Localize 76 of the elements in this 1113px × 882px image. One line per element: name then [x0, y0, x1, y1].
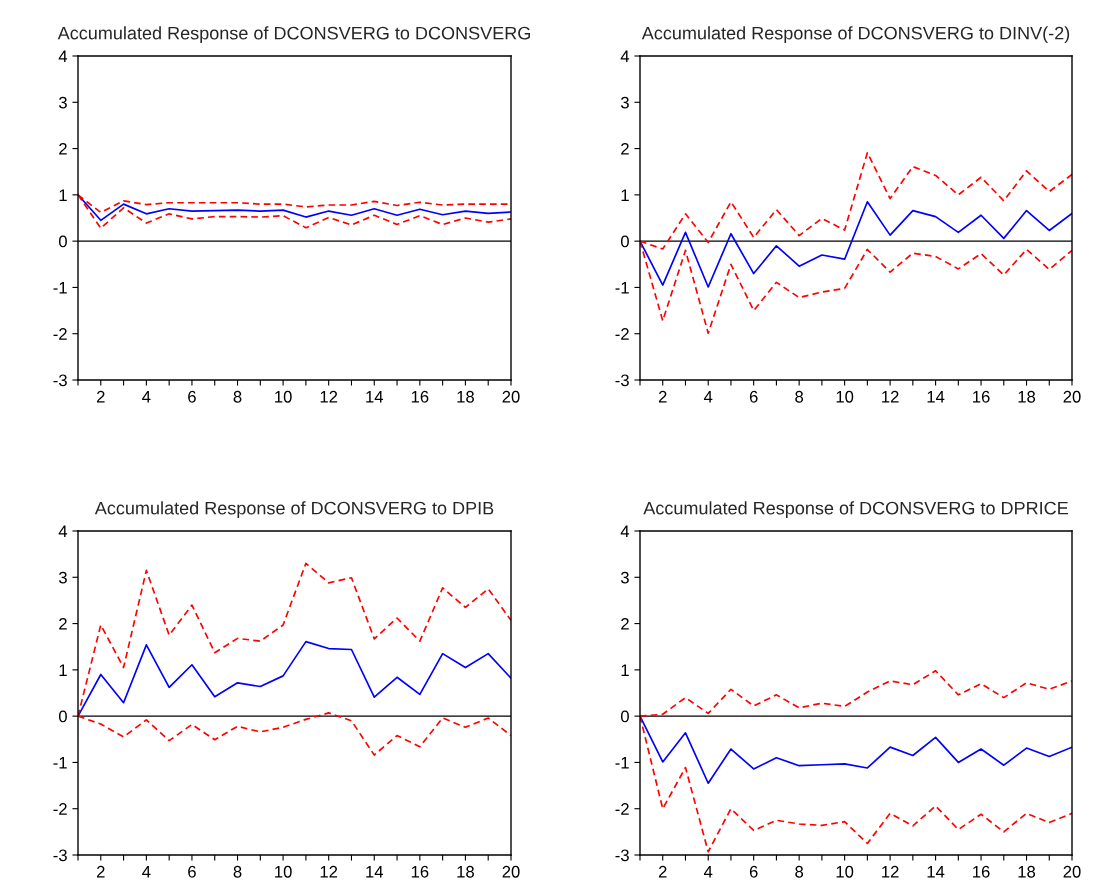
y-tick-label: -1: [53, 757, 67, 769]
x-tick-label: 20: [1063, 390, 1081, 403]
y-tick-label: -1: [615, 282, 629, 294]
x-tick-label: 8: [795, 865, 804, 878]
y-tick-label: -3: [615, 849, 629, 862]
y-tick-label: 1: [59, 664, 67, 676]
x-tick-label: 4: [703, 866, 713, 878]
x-tick-label: 10: [836, 865, 854, 878]
y-tick-label: 0: [58, 710, 67, 723]
y-tick-label: -2: [53, 803, 67, 815]
x-tick-label: 12: [882, 390, 899, 403]
y-tick-label: 4: [58, 525, 68, 538]
x-tick-label: 2: [96, 390, 105, 403]
y-tick-label: 0: [58, 235, 67, 248]
y-tick-label: 0: [620, 710, 629, 723]
y-tick-label: -2: [53, 328, 67, 340]
x-tick-label: 16: [411, 390, 429, 403]
y-tick-label: -1: [53, 282, 67, 294]
chart-title: Accumulated Response of DCONSVERG to DCONSVERG: [57, 26, 530, 44]
x-tick-label: 16: [973, 865, 990, 878]
y-tick-label: 4: [620, 50, 630, 63]
x-tick-label: 8: [233, 390, 242, 403]
y-tick-label: 2: [621, 142, 629, 155]
x-tick-label: 6: [749, 390, 758, 403]
x-tick-label: 2: [658, 390, 667, 403]
chart-title: Accumulated Response of DCONSVERG to DPIB: [94, 501, 494, 519]
x-tick-label: 10: [275, 865, 292, 878]
x-tick-label: 14: [927, 391, 945, 403]
x-tick-label: 14: [366, 391, 384, 403]
x-tick-label: 16: [973, 390, 990, 403]
x-tick-label: 6: [188, 390, 196, 403]
y-tick-label: -3: [53, 374, 67, 387]
x-tick-label: 16: [411, 865, 429, 878]
x-tick-label: 6: [188, 865, 196, 878]
y-tick-label: 2: [59, 142, 67, 155]
x-tick-label: 18: [1018, 390, 1036, 403]
x-tick-label: 2: [658, 865, 667, 878]
x-tick-label: 14: [366, 866, 384, 878]
x-tick-label: 18: [1018, 865, 1036, 878]
y-tick-label: 3: [620, 96, 629, 109]
y-tick-label: 2: [621, 617, 629, 630]
y-tick-label: -3: [53, 849, 67, 862]
x-tick-label: 6: [749, 865, 758, 878]
chart-title: Accumulated Response of DCONSVERG to DPRICE: [643, 501, 1068, 519]
y-tick-label: 1: [621, 189, 629, 201]
x-tick-label: 4: [703, 391, 713, 403]
x-tick-label: 2: [96, 865, 105, 878]
y-tick-label: 1: [59, 189, 67, 201]
y-tick-label: 1: [621, 664, 629, 676]
x-tick-label: 20: [1063, 865, 1081, 878]
x-tick-label: 12: [320, 390, 338, 403]
x-tick-label: 10: [836, 390, 854, 403]
y-tick-label: -3: [615, 374, 629, 387]
y-tick-label: 3: [620, 571, 629, 584]
x-tick-label: 4: [142, 866, 151, 878]
x-tick-label: 18: [457, 865, 474, 878]
y-tick-label: 3: [58, 571, 67, 584]
x-tick-label: 4: [142, 391, 151, 403]
y-tick-label: 2: [59, 617, 67, 630]
x-tick-label: 14: [927, 866, 945, 878]
y-tick-label: -2: [615, 328, 629, 340]
x-tick-label: 8: [233, 865, 242, 878]
y-tick-label: 4: [620, 525, 630, 538]
x-tick-label: 12: [882, 865, 899, 878]
chart-title: Accumulated Response of DCONSVERG to DINV(-2): [641, 26, 1070, 44]
y-tick-label: 3: [58, 96, 67, 109]
x-tick-label: 12: [320, 865, 338, 878]
y-tick-label: 4: [58, 50, 68, 63]
y-tick-label: 0: [620, 235, 629, 248]
x-tick-label: 20: [502, 390, 520, 403]
x-tick-label: 10: [275, 390, 292, 403]
y-tick-label: -1: [615, 757, 629, 769]
y-tick-label: -2: [615, 803, 629, 815]
x-tick-label: 18: [457, 390, 474, 403]
x-tick-label: 20: [502, 865, 520, 878]
x-tick-label: 8: [795, 390, 804, 403]
